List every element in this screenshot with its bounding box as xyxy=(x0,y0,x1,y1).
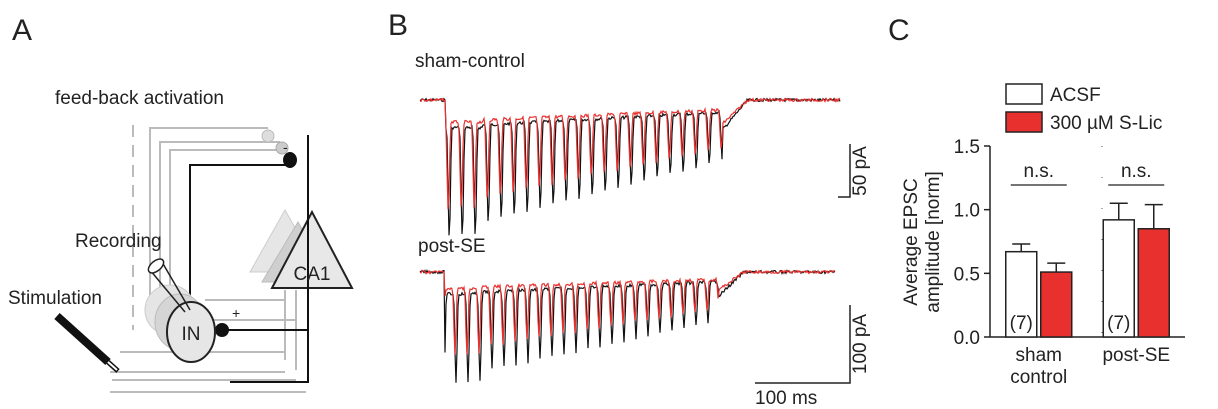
legend-label: ACSF xyxy=(1050,85,1101,106)
scale-bar-label: 100 pA xyxy=(850,314,871,375)
legend-swatch xyxy=(1005,111,1043,133)
bar xyxy=(1040,271,1073,338)
ca1-label: CA1 xyxy=(294,264,331,285)
y-tick-label: 0.5 xyxy=(954,264,980,285)
n-label: (7) xyxy=(1010,313,1033,334)
plus-sign: + xyxy=(232,305,240,321)
bar xyxy=(1102,219,1135,338)
scale-bar xyxy=(838,144,851,198)
panel-label: C xyxy=(888,14,910,47)
x-tick-label: sham control xyxy=(1010,345,1068,388)
scale-bar-label: 100 ms xyxy=(755,388,817,409)
significance-label: n.s. xyxy=(1023,161,1054,182)
y-tick-label: 0.0 xyxy=(954,328,980,349)
panel-label: A xyxy=(12,14,32,47)
trace-label: sham-control xyxy=(415,51,525,72)
traces xyxy=(419,97,841,383)
x-tick-label: post-SE xyxy=(1102,345,1171,366)
minus-sign: - xyxy=(283,139,288,155)
y-axis-label: Average EPSC xyxy=(901,178,922,305)
trace xyxy=(419,269,836,355)
legend-label: 300 µM S-Lic xyxy=(1050,113,1162,134)
trace xyxy=(419,97,841,210)
legend-swatch xyxy=(1005,83,1043,105)
scale-bar xyxy=(755,305,851,384)
y-tick-label: 1.0 xyxy=(954,201,980,222)
in-label: IN xyxy=(182,324,201,345)
y-axis-label: amplitude [norm] xyxy=(923,171,944,313)
bar xyxy=(1137,228,1170,338)
scale-bar-label: 50 pA xyxy=(850,146,871,196)
trace-label: post-SE xyxy=(418,236,486,257)
y-tick-label: 1.5 xyxy=(954,137,980,158)
recording-label: Recording xyxy=(75,231,162,252)
bar-chart: 0.0 0.5 1.0 1.5 Average EPSC amplitude [norm]… xyxy=(901,83,1185,349)
n-label: (7) xyxy=(1107,313,1130,334)
stimulation-label: Stimulation xyxy=(8,288,102,309)
significance-label: n.s. xyxy=(1121,161,1152,182)
panel-label: B xyxy=(388,9,408,42)
circuit xyxy=(54,125,354,393)
diagram-title: feed-back activation xyxy=(55,88,224,109)
bar xyxy=(1005,250,1038,338)
